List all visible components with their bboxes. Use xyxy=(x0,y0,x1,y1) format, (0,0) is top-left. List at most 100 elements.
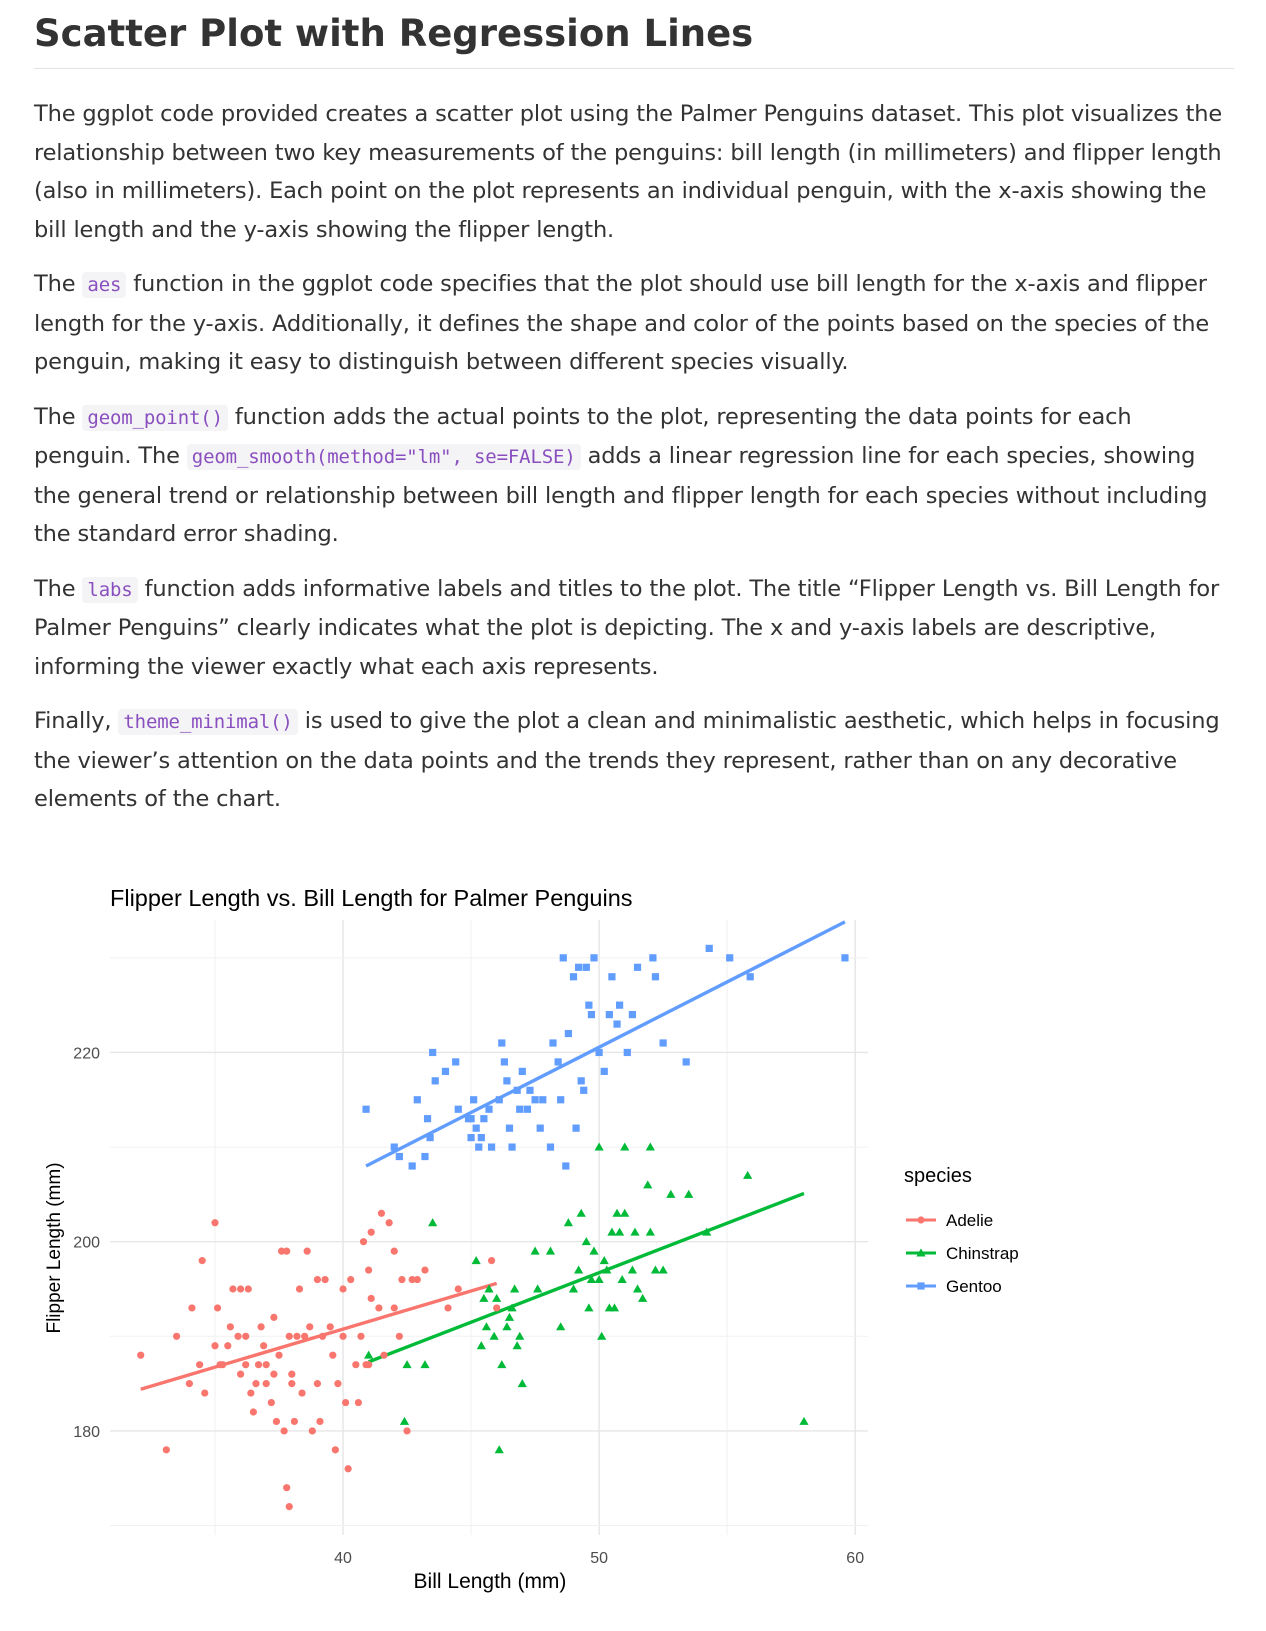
adelie-point xyxy=(313,1275,322,1284)
chinstrap-point xyxy=(533,1284,543,1293)
gentoo-point xyxy=(426,1134,434,1142)
adelie-point xyxy=(487,1257,496,1265)
chinstrap-point xyxy=(399,1416,410,1425)
gentoo-point xyxy=(623,1048,631,1057)
gentoo-point xyxy=(495,1096,503,1104)
gentoo-point xyxy=(513,1086,521,1094)
gentoo-point xyxy=(554,1058,562,1066)
gentoo-point xyxy=(613,1020,621,1028)
adelie-point xyxy=(244,1285,252,1293)
chinstrap-point xyxy=(632,1284,643,1293)
gentoo-point xyxy=(585,1001,593,1009)
code-geom-point: geom_point() xyxy=(82,404,228,431)
adelie-point xyxy=(357,1332,365,1340)
adelie-point xyxy=(288,1380,296,1388)
adelie-point xyxy=(375,1304,383,1312)
adelie-point xyxy=(339,1332,347,1340)
gentoo-point xyxy=(575,963,583,971)
gentoo-regression-line xyxy=(365,920,846,1168)
gentoo-point xyxy=(362,1105,370,1113)
adelie-point xyxy=(331,1446,339,1454)
adelie-point xyxy=(365,1266,373,1274)
gentoo-point xyxy=(516,1105,524,1113)
adelie-point xyxy=(367,1294,375,1303)
adelie-point xyxy=(354,1398,362,1407)
adelie-point xyxy=(403,1427,411,1435)
adelie-point xyxy=(211,1219,219,1227)
chinstrap-point xyxy=(576,1208,586,1217)
adelie-point xyxy=(280,1427,288,1435)
adelie-point xyxy=(262,1361,270,1369)
gentoo-point xyxy=(454,1105,462,1113)
chinstrap-point xyxy=(492,1293,502,1302)
adelie-point xyxy=(272,1417,281,1426)
adelie-point xyxy=(252,1380,260,1388)
gentoo-point xyxy=(470,1096,478,1104)
adelie-point xyxy=(219,1361,227,1369)
gentoo-point xyxy=(498,1039,506,1047)
gentoo-point xyxy=(508,1143,516,1151)
gentoo-point xyxy=(649,954,657,962)
gentoo-point xyxy=(562,1162,570,1170)
adelie-point xyxy=(270,1313,278,1321)
adelie-point xyxy=(395,1332,403,1340)
adelie-point xyxy=(301,1332,309,1340)
chinstrap-point xyxy=(615,1227,625,1236)
paragraph-labs: The labs function adds informative label… xyxy=(34,570,1234,687)
adelie-point xyxy=(277,1247,286,1255)
chinstrap-point xyxy=(609,1303,620,1312)
regression-lines xyxy=(140,920,846,1391)
y-tick-label: 180 xyxy=(73,1424,100,1441)
adelie-point xyxy=(283,1484,291,1492)
x-tick-label: 60 xyxy=(846,1550,864,1567)
text-segment: function in the ggplot code specifies th… xyxy=(34,271,1210,375)
adelie-point xyxy=(237,1370,245,1378)
chinstrap-point xyxy=(586,1274,597,1283)
chinstrap-point xyxy=(602,1265,612,1274)
gentoo-point xyxy=(477,1134,485,1142)
adelie-point xyxy=(334,1380,342,1388)
gentoo-point xyxy=(413,1096,421,1104)
adelie-point xyxy=(237,1285,245,1293)
y-axis-label: Flipper Length (mm) xyxy=(44,1162,65,1333)
adelie-point xyxy=(198,1257,206,1265)
gentoo-point xyxy=(536,1124,544,1132)
adelie-point xyxy=(344,1465,352,1473)
y-tick-label: 220 xyxy=(73,1045,100,1062)
page-title: Scatter Plot with Regression Lines xyxy=(34,0,1234,69)
gentoo-point xyxy=(608,973,616,981)
gentoo-point xyxy=(564,1029,572,1038)
gentoo-point xyxy=(423,1115,432,1123)
paragraph-aes: The aes function in the ggplot code spec… xyxy=(34,265,1234,382)
adelie-point xyxy=(260,1342,268,1350)
gentoo-point xyxy=(539,1096,547,1104)
gentoo-point xyxy=(452,1058,460,1066)
adelie-point xyxy=(290,1417,298,1426)
adelie-point xyxy=(390,1247,398,1255)
gentoo-point xyxy=(682,1058,690,1066)
adelie-point xyxy=(285,1332,293,1340)
adelie-point xyxy=(247,1389,255,1397)
paragraph-theme: Finally, theme_minimal() is used to give… xyxy=(34,702,1234,819)
chinstrap-point xyxy=(607,1227,617,1236)
legend-item-gentoo: Gentoo xyxy=(906,1277,1002,1296)
gentoo-point xyxy=(503,1077,511,1085)
gentoo-point xyxy=(605,1011,613,1019)
gentoo-point xyxy=(546,1143,555,1151)
chinstrap-point xyxy=(420,1360,430,1369)
adelie-point xyxy=(385,1219,393,1227)
chinstrap-point xyxy=(504,1312,515,1321)
adelie-point xyxy=(390,1304,398,1312)
gentoo-point xyxy=(577,1077,585,1085)
gentoo-point xyxy=(628,1011,637,1019)
gentoo-point xyxy=(518,1067,526,1075)
gentoo-point xyxy=(705,944,713,952)
gentoo-point xyxy=(467,1134,475,1142)
chinstrap-point xyxy=(645,1142,655,1151)
gentoo-point xyxy=(395,1152,403,1161)
text-segment: function adds the actual points to the p… xyxy=(34,403,1132,470)
chinstrap-point xyxy=(545,1246,556,1255)
adelie-point xyxy=(367,1228,375,1236)
chinstrap-point xyxy=(743,1170,753,1179)
chinstrap-point xyxy=(510,1284,520,1293)
